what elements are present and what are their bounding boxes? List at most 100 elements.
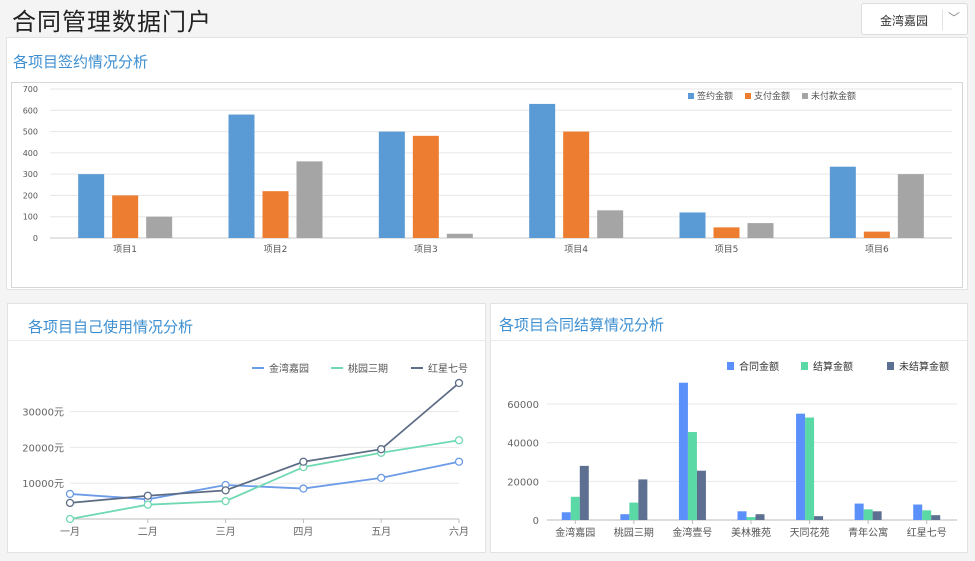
y-tick-label: 100 <box>23 213 38 222</box>
usage-analysis-panel: 各项目自己使用情况分析 10000元 20000元 30000元 一月 二月 三月 四月 五月… <box>7 303 486 553</box>
usage-panel-divider <box>8 340 485 341</box>
project-selector[interactable]: 金湾嘉园 ﹀ <box>861 3 968 35</box>
bar-签约金额 <box>228 114 255 238</box>
x-tick-label: 青年公寓 <box>848 526 888 539</box>
x-tick-label: 红星七号 <box>907 526 947 539</box>
bar-未结算金额 <box>931 515 941 520</box>
y-tick-label: 10000元 <box>22 479 64 490</box>
bar-未结算金额 <box>579 465 589 520</box>
legend-label: 合同金额 <box>739 360 779 373</box>
y-tick-label: 700 <box>23 85 38 94</box>
x-tick-label: 项目1 <box>113 244 137 255</box>
bar-合同金额 <box>854 503 864 520</box>
bar-合同金额 <box>561 512 571 520</box>
bar-签约金额 <box>679 212 706 238</box>
bar-结算金额 <box>746 517 756 520</box>
settlement-analysis-title: 各项目合同结算情况分析 <box>499 316 665 334</box>
legend-label: 支付金额 <box>754 90 790 102</box>
chevron-down-icon[interactable]: ﹀ <box>948 11 961 25</box>
bar-未付款金额 <box>446 233 473 238</box>
signing-analysis-title: 各项目签约情况分析 <box>13 53 149 71</box>
data-point-桃园三期 <box>454 436 464 445</box>
page-title: 合同管理数据门户 <box>12 8 212 36</box>
bar-未结算金额 <box>696 470 706 520</box>
bar-未结算金额 <box>814 516 824 520</box>
bar-结算金额 <box>687 432 697 520</box>
bar-结算金额 <box>863 509 873 520</box>
data-point-金湾嘉园 <box>377 473 386 482</box>
legend-swatch <box>802 93 808 99</box>
data-point-红星七号 <box>221 486 230 495</box>
bar-合同金额 <box>620 514 630 520</box>
bar-签约金额 <box>378 131 405 238</box>
bar-未结算金额 <box>638 479 648 520</box>
bar-合同金额 <box>737 511 747 520</box>
data-point-红星七号 <box>299 457 308 466</box>
legend-swatch <box>745 93 751 99</box>
x-tick-label: 美林雅苑 <box>731 526 771 539</box>
data-point-红星七号 <box>454 378 464 388</box>
bar-合同金额 <box>913 504 923 520</box>
series-line-金湾嘉园 <box>69 460 460 501</box>
x-tick-label: 一月 <box>60 526 80 538</box>
x-tick-label: 项目6 <box>865 244 889 255</box>
bar-结算金额 <box>629 502 639 520</box>
x-tick-label: 六月 <box>449 526 469 538</box>
signing-bar-chart: 0 100 200 300 400 500 600 700 项目1 项目2 项目3 项目4 项目5 项目6… <box>23 85 952 255</box>
data-point-红星七号 <box>65 498 75 508</box>
signing-chart-frame: 0 100 200 300 400 500 600 700 项目1 项目2 项目3 项目4 项目5 项目6… <box>11 82 963 288</box>
legend-label: 未付款金额 <box>811 90 856 102</box>
x-tick-label: 五月 <box>371 526 391 538</box>
data-point-桃园三期 <box>143 500 152 509</box>
x-tick-label: 二月 <box>138 526 158 538</box>
data-point-桃园三期 <box>221 496 230 506</box>
bar-结算金额 <box>570 496 580 520</box>
data-point-金湾嘉园 <box>454 457 464 466</box>
bar-未付款金额 <box>747 223 774 238</box>
x-tick-label: 天同花苑 <box>790 526 830 539</box>
bar-未付款金额 <box>146 216 173 238</box>
y-tick-label: 400 <box>23 149 38 158</box>
x-tick-label: 项目5 <box>715 244 739 255</box>
y-tick-label: 0 <box>33 234 38 243</box>
bar-合同金额 <box>678 382 688 520</box>
x-tick-label: 四月 <box>293 526 313 538</box>
x-tick-label: 项目3 <box>414 244 438 255</box>
bar-支付金额 <box>262 191 289 238</box>
legend-swatch <box>887 362 894 370</box>
y-tick-label: 300 <box>23 170 38 179</box>
data-point-红星七号 <box>143 491 152 500</box>
legend-label: 红星七号 <box>428 362 468 375</box>
x-tick-label: 金湾嘉园 <box>555 526 595 539</box>
legend-swatch <box>727 362 734 370</box>
bar-支付金额 <box>563 131 590 238</box>
y-tick-label: 500 <box>23 128 38 137</box>
legend-label: 桃园三期 <box>348 362 388 375</box>
y-tick-label: 600 <box>23 106 38 115</box>
bar-签约金额 <box>829 166 856 238</box>
bar-未付款金额 <box>897 174 924 238</box>
bar-结算金额 <box>922 510 932 520</box>
bar-合同金额 <box>796 413 806 520</box>
project-selector-value: 金湾嘉园 <box>880 14 929 28</box>
usage-analysis-title: 各项目自己使用情况分析 <box>28 318 194 336</box>
settlement-analysis-panel: 各项目合同结算情况分析 0 20000 40000 60000 金湾嘉园 桃园三期 金湾壹号… <box>490 303 968 553</box>
settlement-panel-divider <box>491 340 967 341</box>
y-tick-label: 0 <box>533 516 539 527</box>
y-tick-label: 20000 <box>507 477 539 488</box>
data-point-金湾嘉园 <box>299 484 308 493</box>
x-tick-label: 金湾壹号 <box>672 526 712 539</box>
data-point-红星七号 <box>377 445 386 454</box>
x-tick-label: 项目2 <box>264 244 288 255</box>
series-line-红星七号 <box>69 382 460 504</box>
legend-label: 签约金额 <box>697 90 733 102</box>
y-tick-label: 200 <box>23 191 38 200</box>
y-tick-label: 40000 <box>507 439 539 450</box>
bar-未结算金额 <box>755 514 765 520</box>
bar-支付金额 <box>713 227 740 238</box>
bar-未付款金额 <box>597 210 624 238</box>
data-point-桃园三期 <box>65 514 75 524</box>
y-tick-label: 30000元 <box>22 408 64 419</box>
